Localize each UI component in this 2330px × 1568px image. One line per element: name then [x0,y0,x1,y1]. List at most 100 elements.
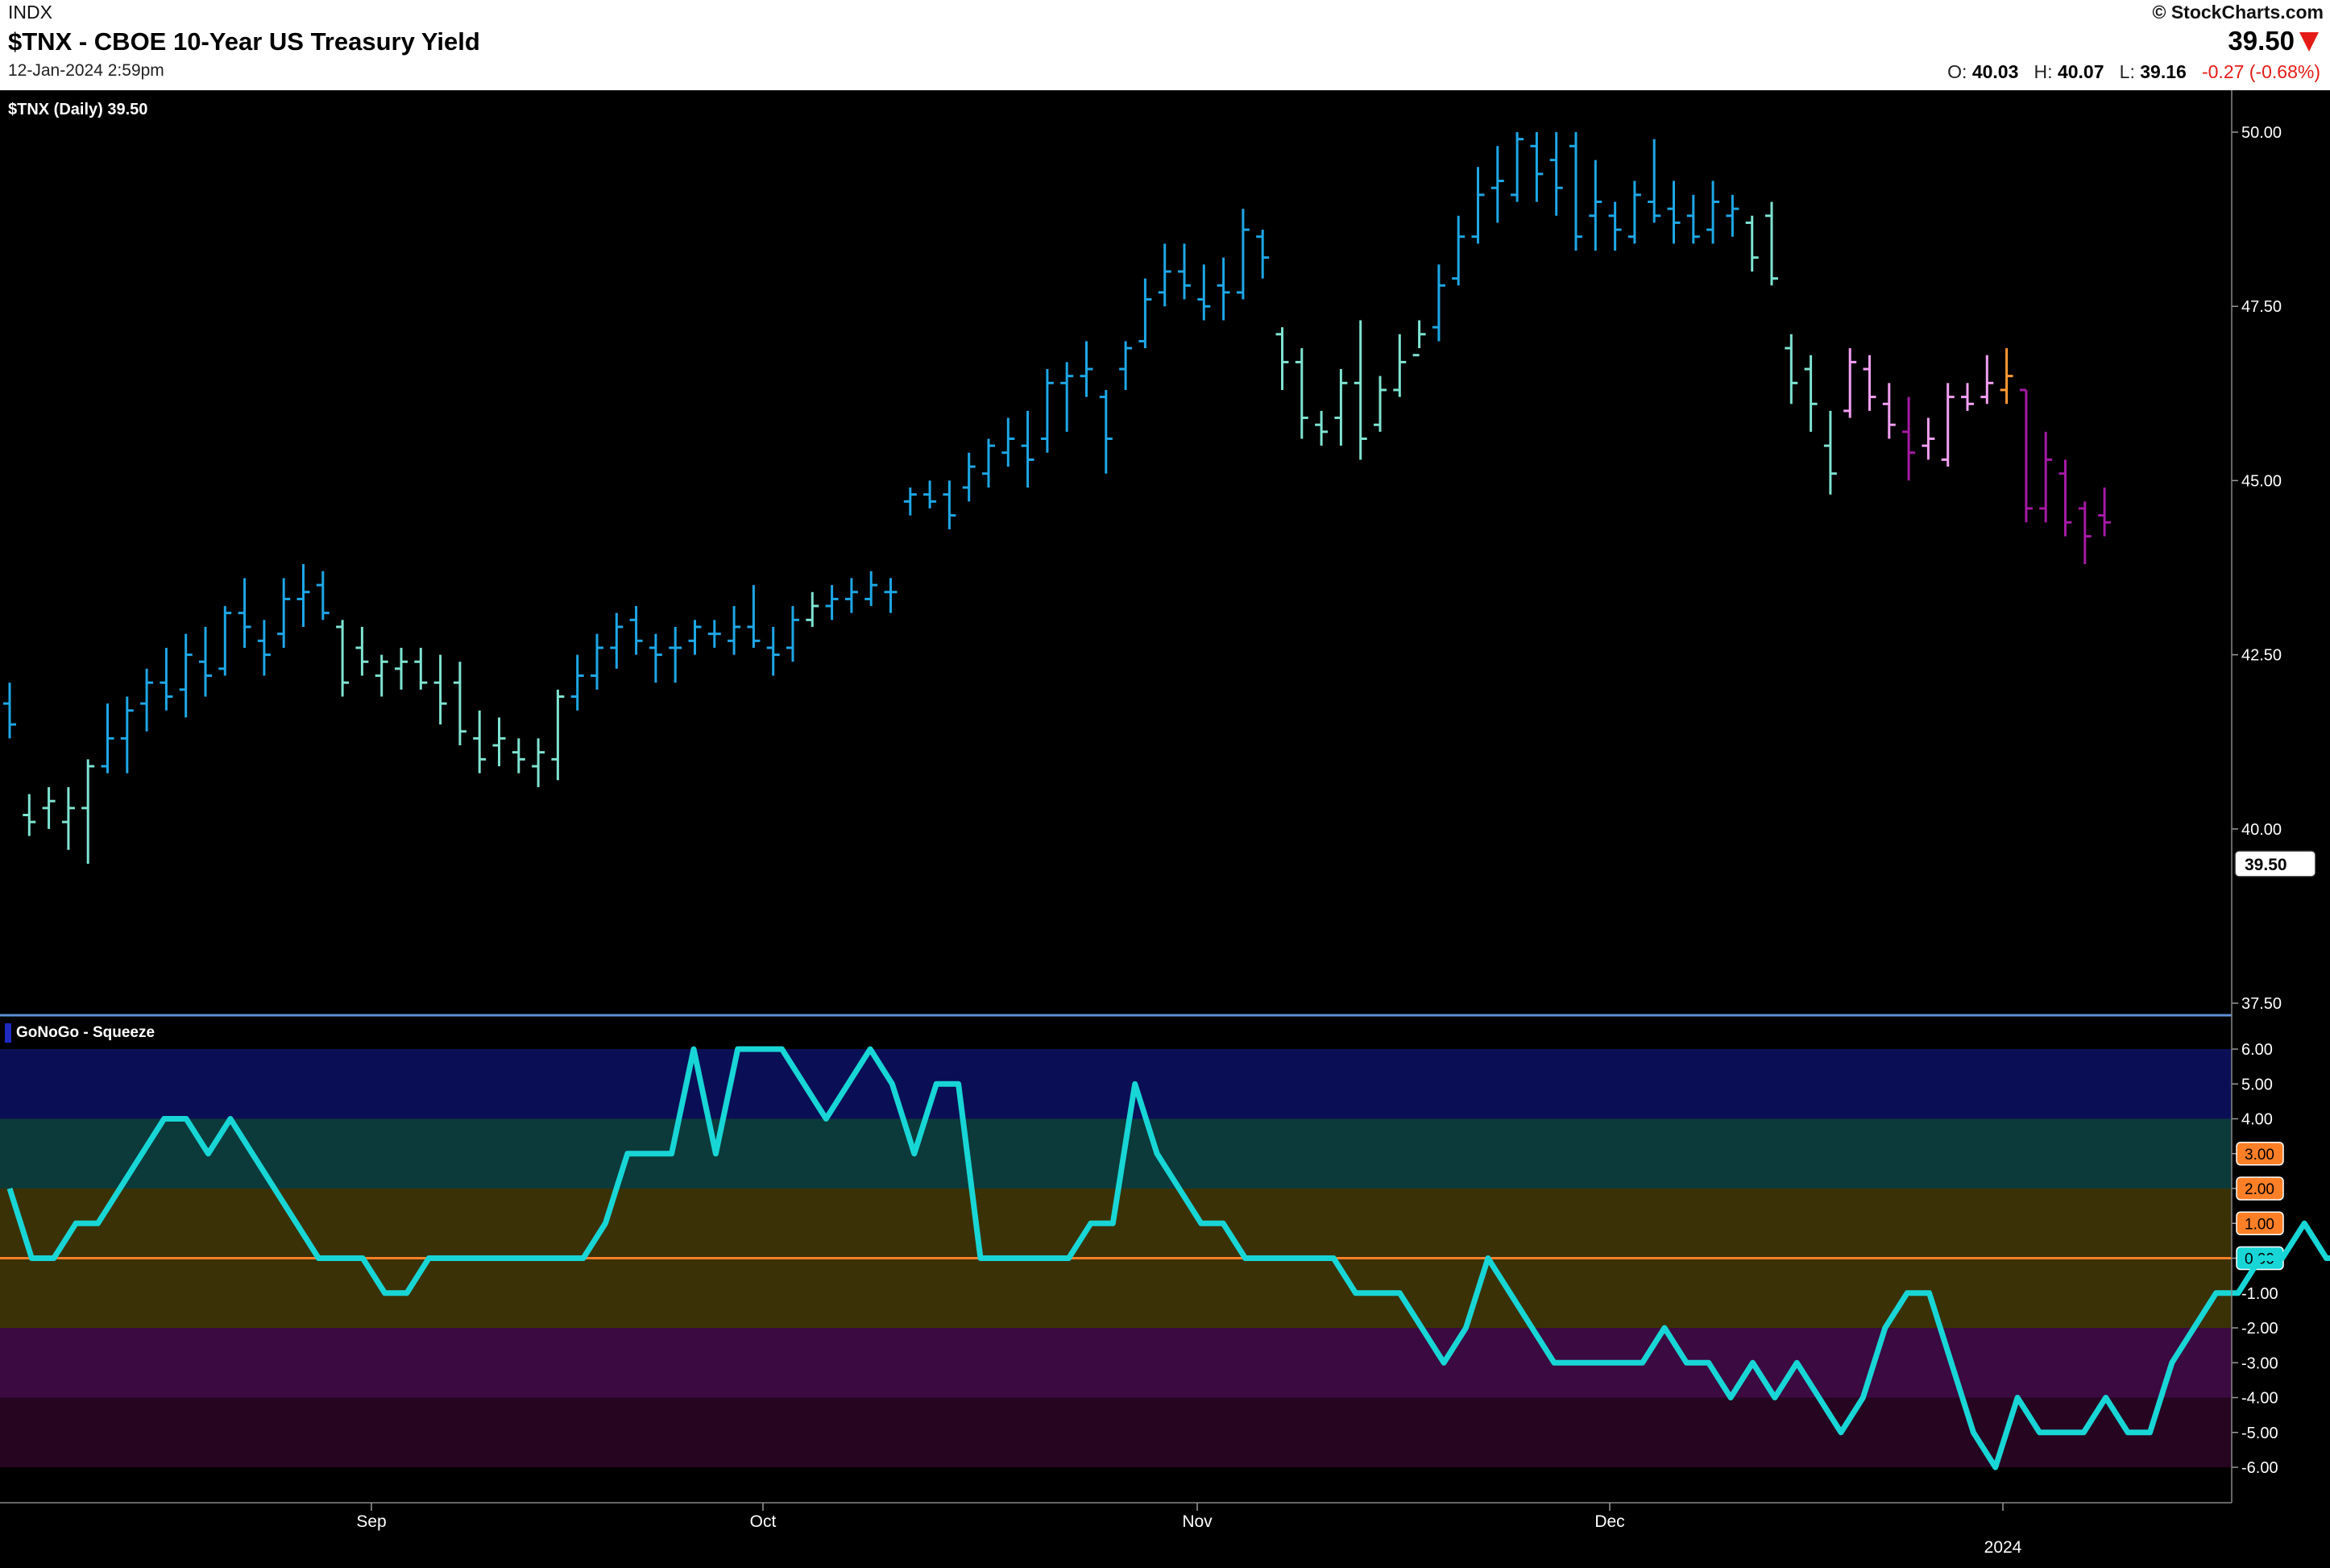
squeeze-tick-label: -4.00 [2241,1390,2278,1408]
price-bar [903,487,917,516]
price-bar [1843,348,1857,418]
price-bar [2058,459,2072,537]
price-bar [81,759,95,865]
price-tick-label: 40.00 [2241,821,2282,839]
price-bar [864,570,878,607]
high-value: 40.07 [2057,61,2104,82]
price-bar [1178,243,1191,300]
price-bar [806,591,819,628]
price-panel: $TNX (Daily) 39.50 50.00 47.50 45.00 42.50 4… [3,101,2316,1013]
price-bar [492,717,506,766]
price-bar [1726,194,1739,237]
chart-canvas: $TNX (Daily) 39.50 50.00 47.50 45.00 42.50 4… [0,90,2330,1568]
price-bar [179,633,193,718]
price-bar [1549,132,1563,216]
price-bar [1001,417,1015,467]
price-bar [688,620,702,655]
price-bar [1511,132,1524,202]
price-bar [532,738,545,787]
squeeze-badge [2236,1176,2284,1201]
price-bar [316,570,330,620]
band-nogo [0,1328,2232,1398]
band-strong-nogo [0,1397,2232,1467]
squeeze-panel: GoNoGo - Squeeze 6.00 5.00 4.00 3.00 2.00 1.00… [0,1023,2330,1477]
price-bar [1060,362,1074,432]
price-bar [1627,180,1641,244]
price-bar [1686,194,1700,244]
price-bar [433,654,447,725]
squeeze-tick-label: 6.00 [2241,1041,2273,1059]
price-bar [1275,327,1289,390]
price-bar [1119,341,1133,390]
squeeze-badge-label: 3.00 [2245,1147,2274,1164]
band-strong-go [0,1049,2232,1119]
price-bar [707,620,721,648]
price-bar [2098,487,2112,537]
price-bar [825,585,839,620]
price-bar [1412,320,1426,357]
price-bar [669,627,682,683]
open-value: 40.03 [1971,61,2019,82]
x-tick-label: Sep [356,1512,386,1531]
price-bar [1099,389,1113,474]
squeeze-tick-label: -2.00 [2241,1320,2278,1338]
brand-label: © StockCharts.com [2152,2,2324,23]
price-bar [1217,257,1230,321]
squeeze-badge-label: 1.00 [2245,1216,2274,1233]
price-bar [512,738,525,774]
price-bar [982,438,995,488]
squeeze-tick-label: -3.00 [2241,1354,2278,1372]
price-bar [1706,180,1720,244]
x-tick-label: Oct [750,1512,777,1531]
price-bar [1882,383,1896,439]
price-bar [42,786,56,829]
price-bar [120,696,134,774]
price-bar [1295,348,1308,439]
chart-date: 12-Jan-2024 2:59pm [8,61,164,80]
price-bar [649,633,662,683]
price-bar [551,689,565,781]
price-bar [199,627,212,697]
price-bar [844,578,858,613]
price-bar [160,647,173,711]
squeeze-tick-label: -6.00 [2241,1459,2278,1477]
price-bar [1393,334,1407,397]
price-bar [296,564,310,628]
squeeze-tick-label: 4.00 [2241,1111,2273,1129]
down-arrow-icon [2299,32,2319,52]
last-price: 39.50 [2228,26,2295,56]
squeeze-tick-label: -1.00 [2241,1285,2278,1303]
price-bar [923,480,937,508]
price-bar [2000,348,2013,404]
price-bar [101,703,114,774]
price-bar [1608,201,1622,251]
squeeze-badge [2236,1142,2284,1166]
squeeze-tick-label: 5.00 [2241,1076,2273,1093]
price-bar [1569,132,1582,251]
price-bar [1667,180,1681,244]
change-value: -0.27 (-0.68%) [2201,61,2320,82]
price-tick-label: 42.50 [2241,647,2282,665]
price-bar [1941,383,1955,467]
price-bar [336,620,350,697]
price-bar [1236,209,1250,300]
price-tick-label: 45.00 [2241,472,2282,490]
price-tick-label: 37.50 [2241,995,2282,1013]
squeeze-tick-label: -5.00 [2241,1425,2278,1442]
price-bar [1589,160,1602,251]
price-bar [1765,201,1778,286]
price-tick-label: 50.00 [2241,124,2282,142]
price-bar [629,606,643,655]
price-bar [943,480,956,529]
squeeze-panel-title: GoNoGo - Squeeze [16,1024,155,1041]
squeeze-line [6,1046,2330,1471]
price-bar [728,606,741,655]
price-bar [1823,410,1837,495]
price-bar [2039,431,2053,523]
price-bar [786,606,799,662]
price-bar [140,668,154,732]
price-bar [1902,396,1916,481]
price-bar [218,606,232,676]
price-bar [3,682,16,739]
price-bar [1040,369,1054,453]
